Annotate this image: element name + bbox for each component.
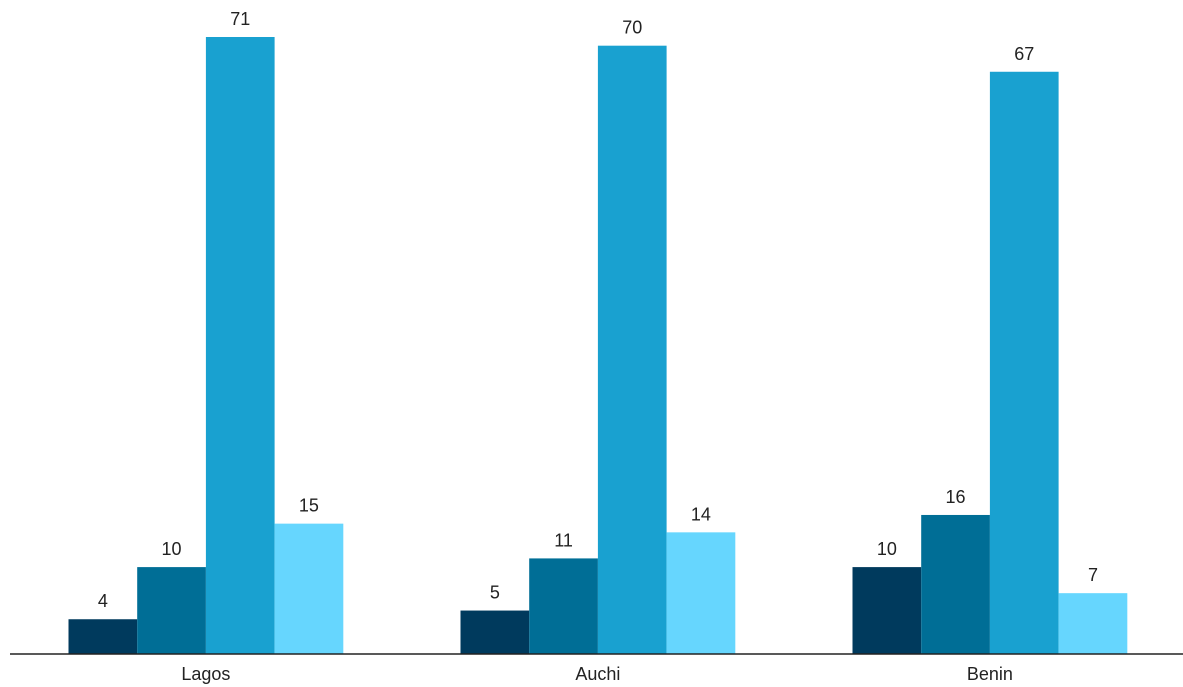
- value-label-benin-series-4: 7: [1088, 565, 1098, 585]
- value-label-auchi-series-2: 11: [554, 530, 573, 550]
- bar-benin-series-2: [921, 514, 990, 654]
- value-label-lagos-series-1: 4: [98, 591, 108, 611]
- bar-auchi-series-3: [597, 45, 667, 654]
- bars-layer: [68, 37, 1128, 654]
- bar-lagos-series-3: [205, 37, 275, 654]
- value-label-auchi-series-1: 5: [490, 583, 500, 603]
- category-labels-layer: Lagos Auchi Benin: [181, 664, 1013, 684]
- value-label-benin-series-3: 67: [1014, 44, 1034, 64]
- value-labels-layer: 4 10 71 15 5 11 70 14 10 16 67 7: [98, 9, 1098, 611]
- category-label-auchi: Auchi: [575, 664, 620, 684]
- value-label-benin-series-2: 16: [946, 487, 966, 507]
- bar-benin-series-3: [989, 71, 1059, 654]
- bar-benin-series-4: [1058, 593, 1128, 654]
- bar-lagos-series-2: [137, 567, 206, 654]
- value-label-lagos-series-3: 71: [230, 9, 250, 29]
- bar-lagos-series-1: [68, 619, 138, 654]
- value-label-lagos-series-4: 15: [299, 496, 319, 516]
- value-label-auchi-series-3: 70: [622, 18, 642, 38]
- value-label-auchi-series-4: 14: [691, 504, 711, 524]
- category-label-benin: Benin: [967, 664, 1013, 684]
- bar-auchi-series-1: [460, 610, 530, 654]
- category-label-lagos: Lagos: [181, 664, 230, 684]
- bar-auchi-series-4: [666, 532, 736, 654]
- bar-benin-series-1: [852, 567, 922, 654]
- bar-auchi-series-2: [529, 558, 598, 654]
- value-label-benin-series-1: 10: [877, 539, 897, 559]
- bar-lagos-series-4: [274, 523, 344, 654]
- value-label-lagos-series-2: 10: [162, 539, 182, 559]
